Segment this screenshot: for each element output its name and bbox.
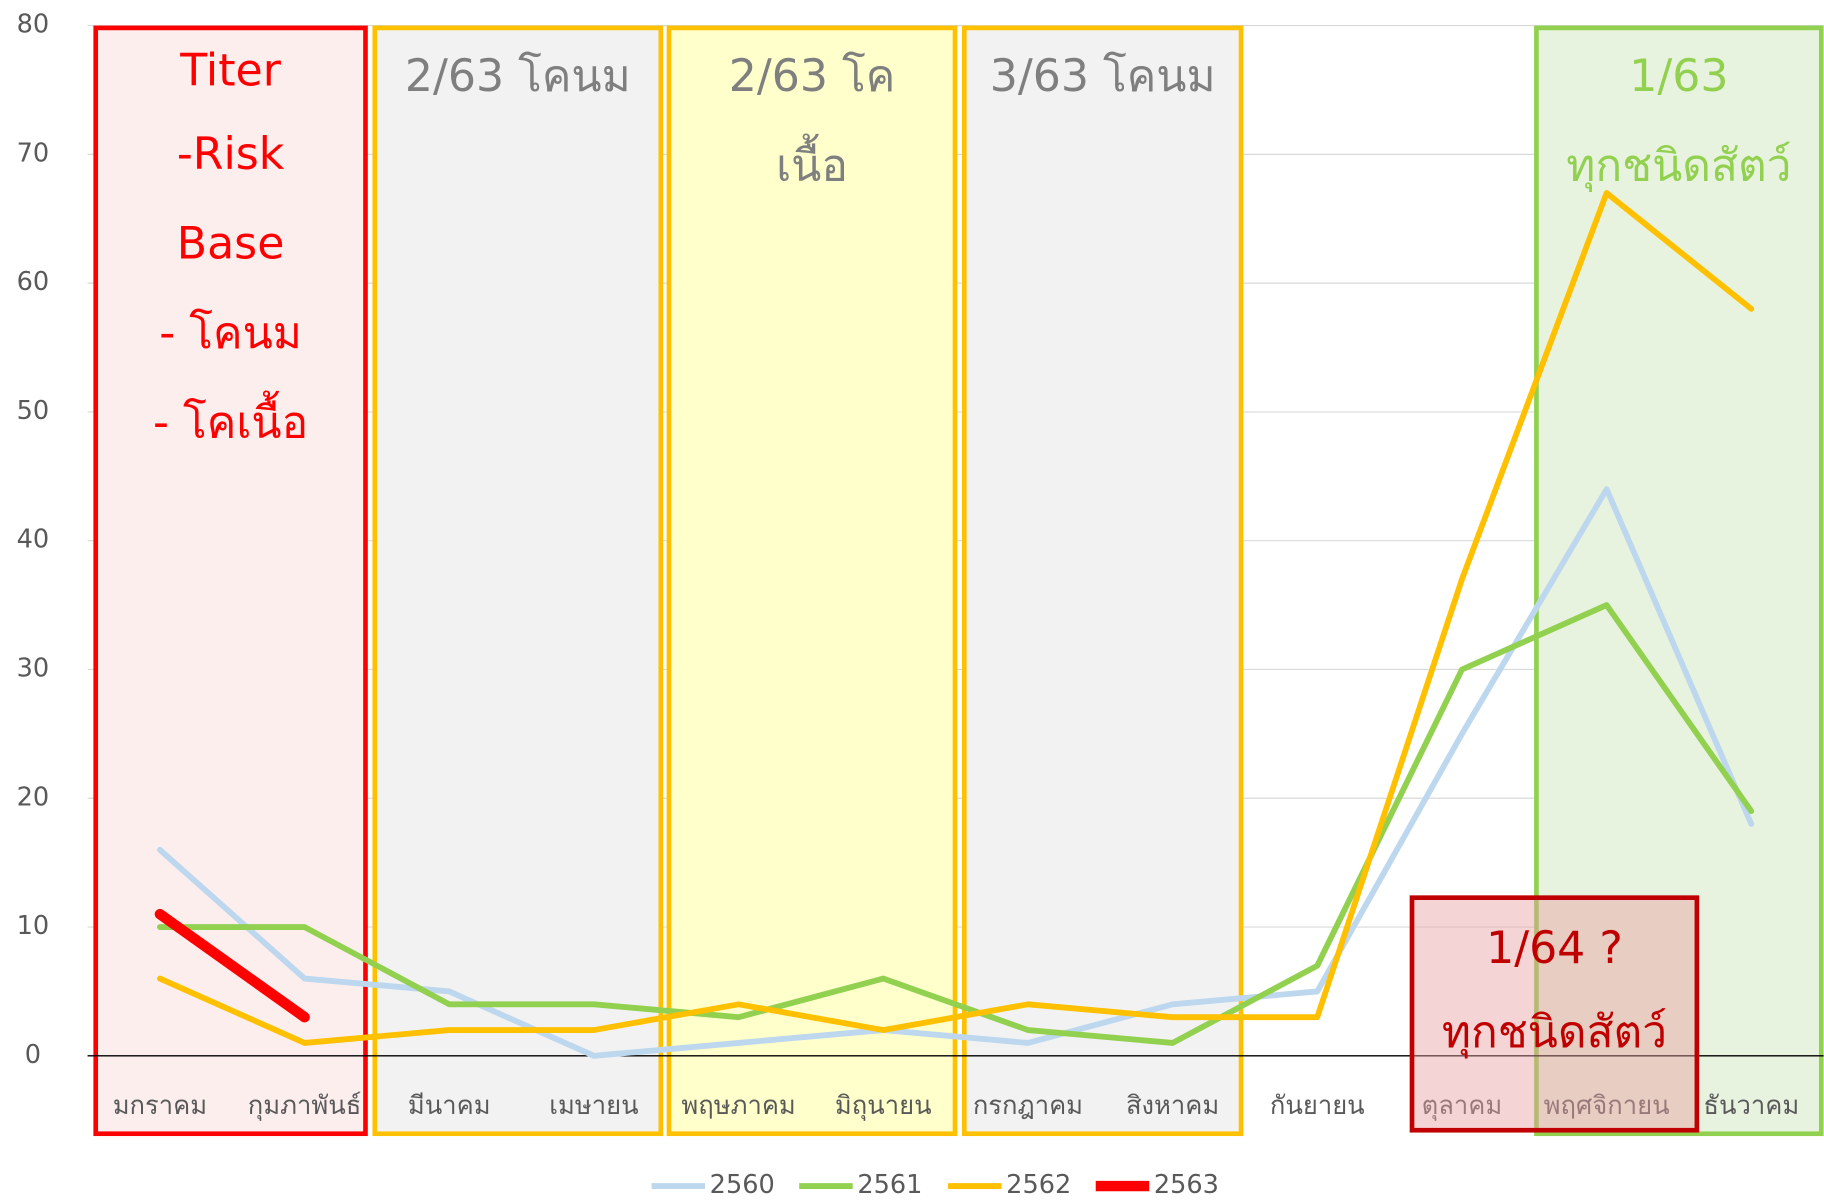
y-tick-label: 70 bbox=[17, 138, 50, 168]
y-tick-label: 40 bbox=[17, 525, 50, 555]
legend-label: 2561 bbox=[857, 1170, 922, 1200]
annotation-box bbox=[962, 25, 1244, 1137]
legend-label: 2563 bbox=[1154, 1170, 1219, 1200]
y-tick-label: 50 bbox=[17, 396, 50, 426]
annotation-text: ทุกชนิดสัตว์ bbox=[1442, 1007, 1667, 1059]
annotation-box bbox=[372, 25, 664, 1137]
annotation-box bbox=[1409, 895, 1700, 1133]
x-tick-label: มิถุนายน bbox=[835, 1091, 932, 1121]
annotation-text: ทุกชนิดสัตว์ bbox=[1566, 141, 1791, 193]
annotation-text: Base bbox=[177, 219, 285, 270]
y-tick-label: 80 bbox=[17, 10, 50, 40]
x-tick-label: ตุลาคม bbox=[1422, 1091, 1503, 1121]
series-line bbox=[157, 602, 1755, 1046]
x-tick-label: สิงหาคม bbox=[1126, 1091, 1219, 1121]
x-tick-label: กุมภาพันธ์ bbox=[248, 1091, 362, 1121]
y-tick-label: 60 bbox=[17, 267, 50, 297]
x-tick-label: กันยายน bbox=[1270, 1091, 1365, 1121]
annotation-text: 3/63 โคนม bbox=[990, 51, 1216, 102]
annotation-text: 2/63 โค bbox=[729, 51, 896, 102]
x-tick-label: กรกฎาคม bbox=[973, 1091, 1083, 1121]
annotation-box bbox=[666, 25, 958, 1137]
series-line bbox=[157, 190, 1755, 1046]
legend-label: 2560 bbox=[710, 1170, 775, 1200]
annotation-text: - โคเนื้อ bbox=[153, 391, 308, 449]
annotation-text: เนื้อ bbox=[776, 134, 848, 192]
annotation-text: 2/63 โคนม bbox=[405, 51, 631, 102]
x-tick-label: พฤษภาคม bbox=[681, 1091, 795, 1121]
annotation-box bbox=[1534, 25, 1824, 1137]
annotation-text: Titer bbox=[179, 45, 281, 96]
x-tick-label: มกราคม bbox=[113, 1091, 207, 1121]
series-line bbox=[154, 908, 310, 1023]
x-tick-label: พฤศจิกายน bbox=[1544, 1091, 1670, 1121]
y-tick-label: 20 bbox=[17, 782, 50, 812]
annotation-text: - โคนม bbox=[159, 308, 302, 359]
legend-label: 2562 bbox=[1006, 1170, 1071, 1200]
x-tick-label: มีนาคม bbox=[408, 1091, 491, 1121]
y-tick-label: 30 bbox=[17, 653, 50, 683]
x-tick-label: ธันวาคม bbox=[1703, 1091, 1799, 1121]
annotation-text: -Risk bbox=[177, 129, 285, 180]
annotation-box bbox=[93, 25, 368, 1137]
annotation-text: 1/63 bbox=[1629, 51, 1728, 102]
x-tick-label: เมษายน bbox=[549, 1091, 638, 1121]
y-tick-label: 0 bbox=[25, 1040, 41, 1070]
annotation-text: 1/64 ? bbox=[1486, 923, 1623, 974]
y-tick-label: 10 bbox=[17, 911, 50, 941]
